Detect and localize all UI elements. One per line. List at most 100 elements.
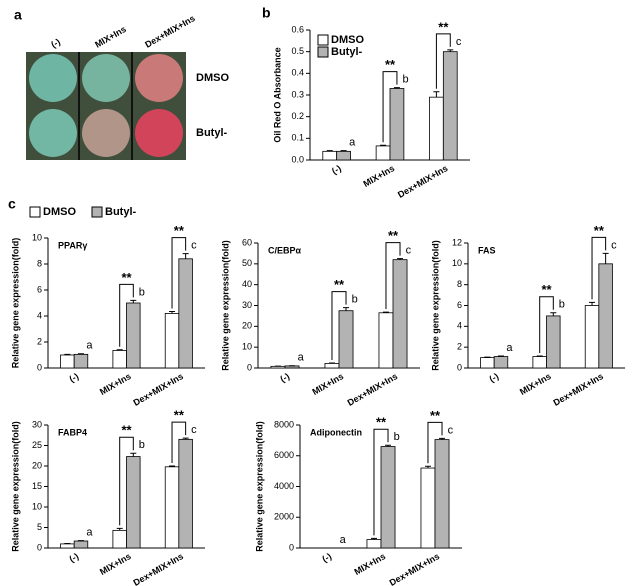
bar <box>73 540 89 549</box>
significance-mark: ** <box>438 19 449 34</box>
significance-bracket <box>119 283 134 347</box>
y-tick-label: 0.6 <box>291 24 304 34</box>
bar <box>126 302 141 369</box>
bar <box>284 365 300 369</box>
y-tick-label: 0.2 <box>291 111 304 121</box>
y-tick-label: 60 <box>242 237 252 247</box>
group-letter: b <box>559 299 565 311</box>
chart-label: Adiponectin <box>310 427 362 437</box>
significance-mark: ** <box>376 415 387 430</box>
significance-mark: ** <box>388 228 399 243</box>
y-tick-label: 12 <box>452 237 462 247</box>
y-tick-label: 10 <box>32 501 42 511</box>
bar <box>112 350 127 369</box>
error-bar <box>370 537 377 540</box>
group-letter: a <box>340 534 347 546</box>
y-tick-label: 6000 <box>274 450 294 460</box>
error-bar <box>64 353 71 355</box>
y-tick-label: 0 <box>247 362 252 372</box>
group-letter: c <box>611 239 617 251</box>
y-tick-label: 6 <box>457 300 462 310</box>
legend-swatch <box>317 46 329 58</box>
significance-bracket <box>373 428 389 536</box>
error-bar <box>497 355 504 357</box>
y-tick-label: 10 <box>32 232 42 242</box>
legend-label: DMSO <box>43 206 76 218</box>
column-label: Dex+MIX+Ins <box>143 13 197 50</box>
legend-label: DMSO <box>331 34 364 46</box>
y-axis-label: Relative gene expression(fold) <box>10 238 20 369</box>
x-tick-label: (-) <box>68 551 81 564</box>
y-tick-label: 0.0 <box>291 154 304 164</box>
legend-swatch <box>29 206 41 218</box>
chart-label: C/EBPα <box>268 245 302 255</box>
y-tick-label: 4000 <box>274 481 294 491</box>
x-tick-label: (-) <box>68 371 81 384</box>
y-tick-label: 2 <box>457 342 462 352</box>
significance-mark: ** <box>541 282 552 297</box>
bar <box>322 150 338 161</box>
chart-label: FAS <box>478 245 496 255</box>
y-tick-label: 4 <box>457 321 462 331</box>
bar <box>164 466 180 549</box>
bar <box>420 467 436 549</box>
group-letter: c <box>191 240 197 252</box>
x-tick-label: Dex+MIX+Ins <box>396 163 450 200</box>
bar <box>378 312 394 369</box>
row-label: DMSO <box>196 72 229 84</box>
error-bar <box>589 301 596 306</box>
row-label: Butyl- <box>196 127 228 139</box>
group-letter: a <box>349 137 356 149</box>
column-label: MIX+Ins <box>93 24 128 50</box>
y-tick-label: 0 <box>37 362 42 372</box>
x-tick-label: (-) <box>278 371 291 384</box>
bar <box>336 150 351 161</box>
y-tick-label: 30 <box>242 300 252 310</box>
bar <box>73 353 89 369</box>
x-tick-label: MIX+Ins <box>311 371 346 397</box>
x-tick-label: Dex+MIX+Ins <box>388 551 442 586</box>
y-tick-label: 10 <box>452 258 462 268</box>
error-bar <box>602 252 609 264</box>
y-tick-label: 8 <box>37 258 42 268</box>
well <box>29 54 77 102</box>
y-tick-label: 20 <box>32 460 42 470</box>
group-letter: c <box>406 245 412 257</box>
bar <box>380 446 396 549</box>
error-bar <box>116 527 123 531</box>
y-tick-label: 0.1 <box>291 133 304 143</box>
bar <box>480 357 495 369</box>
bar <box>126 456 141 549</box>
x-tick-label: MIX+Ins <box>362 163 397 189</box>
well <box>135 54 183 102</box>
x-tick-label: Dex+MIX+Ins <box>131 371 185 408</box>
bar <box>598 263 613 369</box>
error-bar <box>116 349 123 351</box>
panel-label: c <box>8 196 16 212</box>
error-bar <box>169 465 176 467</box>
error-bar <box>326 150 333 152</box>
x-tick-label: MIX+Ins <box>98 371 133 397</box>
bar <box>584 305 600 369</box>
bar <box>392 259 408 369</box>
x-tick-label: MIX+Ins <box>353 551 388 577</box>
error-bar <box>343 307 350 311</box>
bar <box>112 529 127 549</box>
bar <box>442 51 458 161</box>
bar <box>434 439 450 549</box>
error-bar <box>550 312 557 316</box>
group-letter: b <box>139 439 145 451</box>
error-bar <box>380 144 387 146</box>
y-axis-label: Oil Red O Absorbance <box>272 47 282 142</box>
significance-bracket <box>539 296 554 354</box>
bar <box>429 96 444 161</box>
group-letter: b <box>402 74 408 86</box>
y-tick-label: 50 <box>242 258 252 268</box>
group-letter: c <box>191 424 197 436</box>
significance-mark: ** <box>334 277 345 292</box>
x-tick-label: Dex+MIX+Ins <box>346 371 400 408</box>
y-tick-label: 2 <box>37 336 42 346</box>
panel-label: b <box>262 5 271 21</box>
significance-mark: ** <box>430 408 441 423</box>
significance-bracket <box>171 237 187 309</box>
